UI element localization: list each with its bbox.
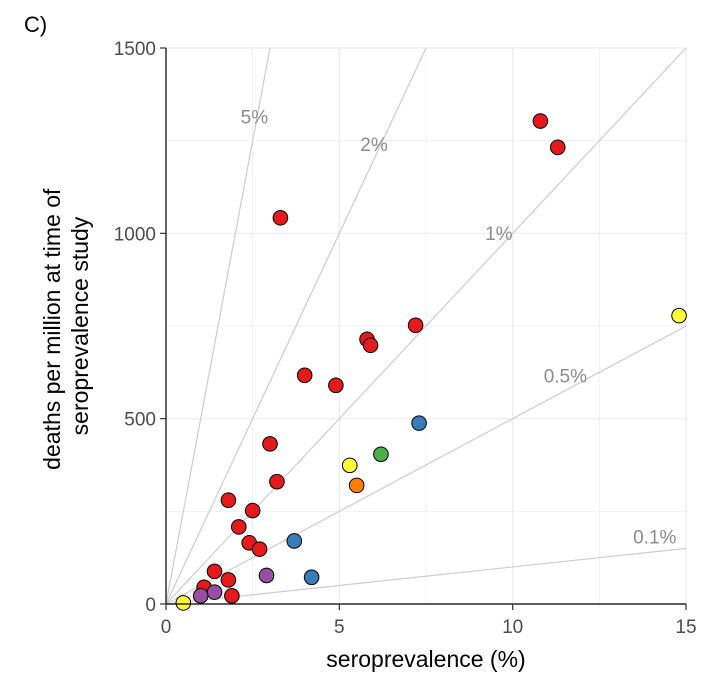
y-axis-title-line-1: deaths per million at time of [39, 188, 65, 470]
data-point [412, 416, 427, 431]
y-axis-title: deaths per million at time of seropreval… [39, 182, 93, 470]
data-point [297, 368, 312, 383]
reference-line-label: 0.5% [544, 366, 587, 387]
panel-label: C) [24, 12, 47, 37]
tick-labels: 0 5 10 15 0 500 1000 1500 [114, 39, 697, 638]
data-point [259, 568, 274, 583]
data-point [342, 458, 357, 473]
y-tick-label: 1000 [114, 224, 156, 245]
data-point [287, 534, 302, 549]
data-point [270, 474, 285, 489]
data-point [550, 140, 565, 155]
y-tick-label: 500 [124, 410, 156, 431]
data-point [533, 114, 548, 129]
x-tick-label: 15 [675, 617, 696, 638]
data-point [225, 589, 240, 604]
data-point [263, 437, 278, 452]
reference-line-label: 5% [241, 107, 269, 128]
x-tick-label: 5 [334, 617, 345, 638]
reference-line-label: 2% [360, 135, 388, 156]
data-point [363, 338, 378, 353]
data-point [304, 570, 319, 585]
data-point [252, 542, 267, 557]
x-tick-label: 0 [161, 617, 172, 638]
data-point [193, 589, 208, 604]
data-point [245, 503, 260, 518]
y-tick-label: 1500 [114, 39, 156, 60]
x-tick-label: 10 [502, 617, 523, 638]
y-axis-title-line-2: seroprevalence study [67, 216, 93, 435]
reference-line-label: 1% [485, 224, 513, 245]
data-point [374, 447, 389, 462]
data-point [273, 210, 288, 225]
data-point [408, 318, 423, 333]
data-point [672, 308, 687, 323]
y-tick-label: 0 [145, 595, 156, 616]
data-point [207, 585, 222, 600]
data-point [329, 378, 344, 393]
data-point [221, 573, 236, 588]
data-point [176, 596, 191, 611]
reference-line-label: 0.1% [633, 528, 676, 549]
data-point [221, 493, 236, 508]
x-axis-title: seroprevalence (%) [326, 646, 525, 672]
data-point [207, 564, 222, 579]
data-point [232, 520, 247, 535]
data-point [349, 478, 364, 493]
